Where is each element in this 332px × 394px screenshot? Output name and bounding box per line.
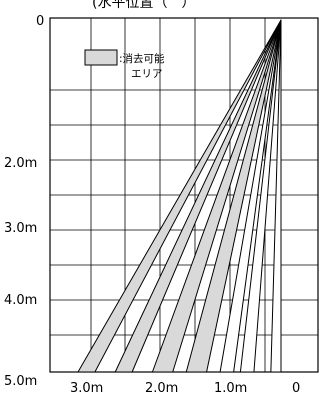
diagram-title: (水平位置（ ）	[92, 0, 195, 11]
legend-label-line1: :消去可能	[119, 52, 165, 65]
beam-3	[151, 19, 282, 373]
x-axis-label-3m: 3.0m	[70, 381, 103, 394]
detection-beams	[77, 19, 282, 373]
y-axis-label-3m: 3.0m	[4, 221, 37, 236]
legend-swatch	[84, 49, 118, 66]
beam-7	[270, 19, 282, 373]
beam-6	[239, 19, 282, 373]
x-axis-label-1m: 1.0m	[214, 381, 247, 394]
beam-5	[219, 19, 282, 373]
legend: :消去可能 エリア	[84, 49, 165, 80]
legend-label-line2: エリア	[131, 68, 163, 80]
x-axis-label-2m: 2.0m	[145, 381, 178, 394]
y-axis-label-5m: 5.0m	[4, 374, 37, 389]
y-axis-label-4m: 4.0m	[4, 293, 37, 308]
beam-1	[77, 19, 282, 373]
beam-4	[185, 19, 282, 373]
beam-2	[114, 19, 282, 373]
x-axis-label-0: 0	[292, 381, 300, 394]
y-axis-label-2m: 2.0m	[4, 156, 37, 171]
y-axis-label-0: 0	[36, 14, 44, 29]
